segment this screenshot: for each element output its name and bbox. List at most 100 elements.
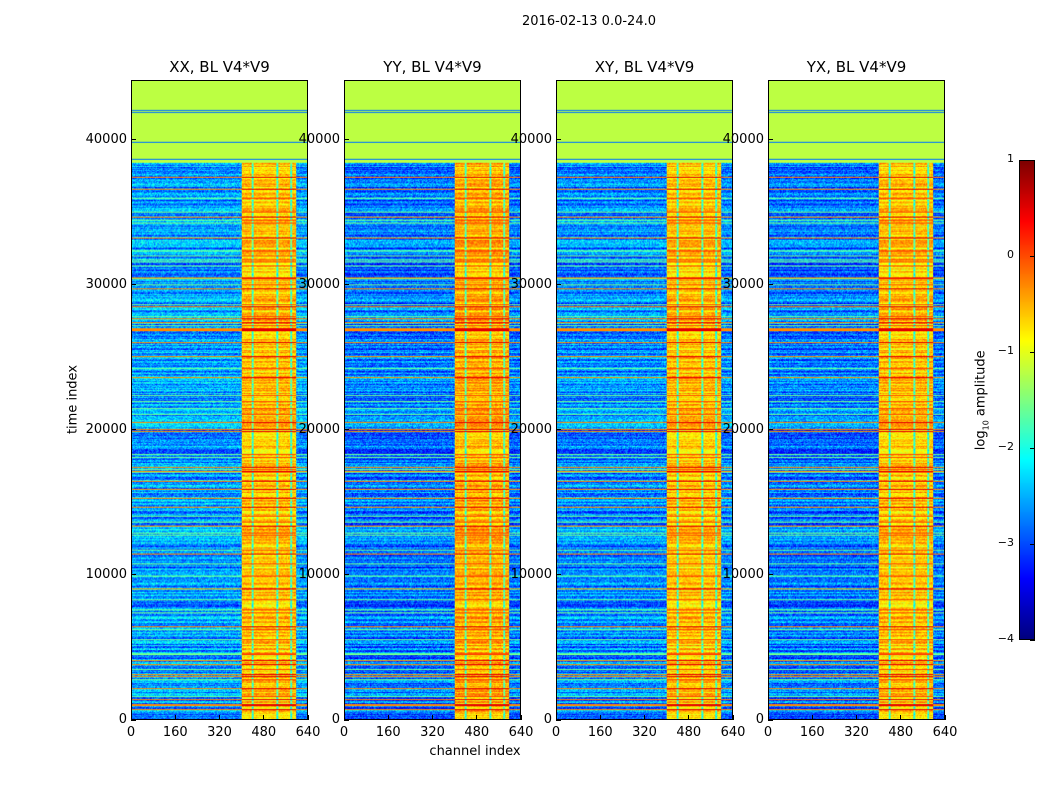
colorbar-tick-label: 0 (1007, 248, 1014, 261)
heatmap-image (769, 81, 944, 719)
x-tick-label: 320 (632, 725, 657, 740)
y-tick-label: 30000 (298, 276, 340, 292)
y-tick (131, 574, 136, 576)
y-tick (344, 284, 349, 286)
colorbar (1019, 160, 1035, 640)
colorbar-tick (1030, 543, 1035, 545)
x-tick (900, 715, 902, 720)
y-tick-label: 30000 (510, 276, 552, 292)
y-tick-label: 20000 (722, 421, 764, 437)
x-tick (688, 715, 690, 720)
x-tick (811, 715, 813, 720)
x-tick (263, 715, 265, 720)
x-tick (767, 715, 769, 720)
y-tick-label: 0 (543, 712, 552, 727)
figure-title: 2016-02-13 0.0-24.0 (522, 14, 656, 29)
x-tick (555, 715, 557, 720)
y-tick (768, 284, 773, 286)
x-tick (387, 715, 389, 720)
x-tick-label: 160 (375, 725, 401, 740)
y-tick (131, 139, 136, 140)
x-tick-label: 320 (207, 725, 232, 740)
y-tick-label: 10000 (85, 566, 127, 582)
x-tick (520, 715, 522, 720)
heatmap-panel (768, 80, 945, 720)
x-tick-label: 480 (888, 725, 914, 740)
x-tick (732, 715, 734, 720)
colorbar-tick-label: −3 (997, 536, 1014, 549)
colorbar-tick-label: −4 (997, 632, 1014, 645)
x-tick (476, 715, 478, 720)
colorbar-label: log10 amplitude (974, 340, 991, 460)
x-tick-label: 160 (162, 725, 188, 740)
x-tick-label: 0 (763, 725, 773, 740)
x-tick-label: 640 (932, 725, 958, 740)
y-tick-label: 40000 (85, 131, 127, 147)
x-tick-label: 0 (551, 725, 561, 740)
x-tick-label: 160 (587, 725, 613, 740)
colorbar-tick (1030, 351, 1035, 353)
x-tick (219, 715, 220, 720)
colorbar-tick-label: 1 (1007, 152, 1014, 165)
colorbar-tick (1030, 639, 1035, 641)
heatmap-panel (344, 80, 521, 720)
x-tick-label: 0 (339, 725, 349, 740)
x-tick (343, 715, 345, 720)
colorbar-tick (1030, 255, 1035, 257)
y-tick (768, 139, 773, 140)
colorbar-tick (1030, 447, 1035, 449)
x-tick (174, 715, 176, 720)
colorbar-tick-label: −2 (997, 440, 1014, 453)
x-tick-label: 480 (464, 725, 490, 740)
heatmap-image (132, 81, 307, 719)
heatmap-panel (556, 80, 733, 720)
y-tick (344, 429, 349, 431)
x-tick (432, 715, 433, 720)
x-tick-label: 320 (844, 725, 869, 740)
y-tick-label: 10000 (722, 566, 764, 582)
x-tick (644, 715, 645, 720)
x-axis-label: channel index (429, 744, 521, 759)
x-tick (130, 715, 132, 720)
y-tick-label: 0 (331, 712, 340, 727)
panel-title: XY, BL V4*V9 (594, 58, 695, 76)
y-tick (768, 429, 773, 431)
y-tick (556, 719, 561, 721)
y-tick-label: 40000 (298, 131, 340, 147)
y-tick (556, 284, 561, 286)
y-tick-label: 30000 (722, 276, 764, 292)
y-tick-label: 20000 (85, 421, 127, 437)
colorbar-tick-label: −1 (997, 344, 1014, 357)
y-tick-label: 40000 (722, 131, 764, 147)
heatmap-panel (131, 80, 308, 720)
y-tick-label: 10000 (298, 566, 340, 582)
y-tick (768, 719, 773, 721)
y-tick (556, 429, 561, 431)
y-tick (556, 139, 561, 140)
y-tick-label: 30000 (85, 276, 127, 292)
colorbar-label-sub: 10 (981, 420, 991, 431)
colorbar-label-suffix: amplitude (973, 350, 989, 421)
heatmap-image (345, 81, 520, 719)
heatmap-image (557, 81, 732, 719)
x-tick-label: 480 (251, 725, 277, 740)
y-tick-label: 10000 (510, 566, 552, 582)
y-tick (131, 429, 136, 431)
x-tick-label: 480 (676, 725, 702, 740)
y-axis-label: time index (65, 364, 81, 435)
panel-title: YX, BL V4*V9 (806, 58, 907, 76)
x-tick (856, 715, 857, 720)
x-tick (307, 715, 309, 720)
x-tick-label: 160 (799, 725, 825, 740)
y-tick-label: 20000 (298, 421, 340, 437)
y-tick (344, 574, 349, 576)
x-tick-label: 640 (295, 725, 321, 740)
y-tick (131, 284, 136, 286)
x-tick-label: 640 (720, 725, 746, 740)
y-tick (344, 139, 349, 140)
y-tick-label: 0 (755, 712, 764, 727)
x-tick-label: 0 (126, 725, 136, 740)
x-tick-label: 640 (508, 725, 534, 740)
y-tick-label: 0 (118, 712, 127, 727)
